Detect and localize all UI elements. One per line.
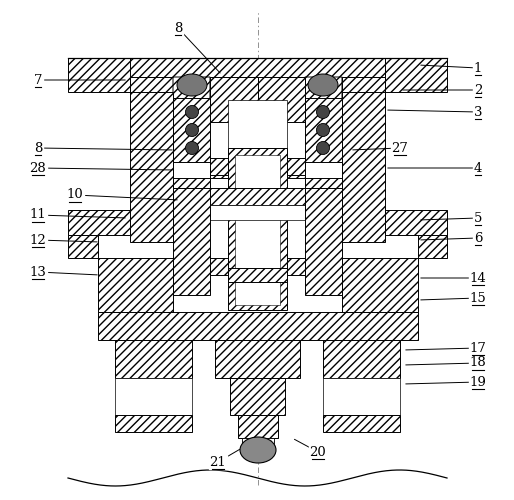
Ellipse shape	[317, 142, 329, 154]
Polygon shape	[323, 415, 400, 432]
Text: 5: 5	[474, 212, 482, 224]
Text: 20: 20	[309, 446, 326, 458]
Ellipse shape	[317, 124, 329, 136]
Ellipse shape	[186, 142, 198, 154]
Ellipse shape	[186, 124, 198, 136]
Polygon shape	[210, 77, 258, 122]
Polygon shape	[88, 58, 425, 77]
Text: 28: 28	[30, 162, 46, 174]
Polygon shape	[418, 235, 447, 258]
Polygon shape	[305, 162, 342, 178]
Polygon shape	[342, 258, 418, 312]
Polygon shape	[173, 98, 210, 188]
Polygon shape	[210, 258, 228, 275]
Text: 6: 6	[474, 232, 482, 244]
Polygon shape	[238, 415, 278, 438]
Text: 18: 18	[470, 356, 486, 370]
Text: 8: 8	[34, 142, 42, 154]
Polygon shape	[305, 188, 342, 295]
Polygon shape	[235, 155, 280, 305]
Polygon shape	[385, 58, 447, 92]
Polygon shape	[68, 235, 98, 258]
Text: 19: 19	[470, 376, 486, 388]
Polygon shape	[115, 415, 192, 432]
Ellipse shape	[317, 106, 329, 118]
Polygon shape	[242, 438, 274, 450]
Polygon shape	[215, 340, 300, 378]
Polygon shape	[210, 162, 228, 178]
Text: 27: 27	[392, 142, 409, 154]
Polygon shape	[323, 340, 400, 378]
Text: 2: 2	[474, 84, 482, 96]
Polygon shape	[258, 77, 305, 122]
Text: 8: 8	[174, 22, 182, 35]
Text: 13: 13	[30, 266, 46, 278]
Polygon shape	[323, 378, 400, 415]
Polygon shape	[98, 312, 418, 340]
Ellipse shape	[186, 106, 198, 118]
Polygon shape	[342, 77, 385, 108]
Polygon shape	[230, 378, 285, 415]
Text: 21: 21	[210, 456, 226, 468]
Polygon shape	[228, 268, 287, 282]
Polygon shape	[173, 188, 342, 205]
Polygon shape	[287, 162, 305, 178]
Polygon shape	[210, 158, 228, 175]
Polygon shape	[228, 148, 287, 310]
Polygon shape	[173, 77, 210, 120]
Text: 3: 3	[474, 106, 482, 118]
Polygon shape	[342, 92, 385, 242]
Text: 1: 1	[474, 62, 482, 74]
Polygon shape	[228, 100, 287, 148]
Polygon shape	[287, 158, 305, 175]
Polygon shape	[68, 210, 130, 235]
Text: 15: 15	[470, 292, 486, 304]
Text: 7: 7	[34, 74, 42, 86]
Polygon shape	[98, 258, 173, 312]
Polygon shape	[130, 92, 173, 242]
Text: 12: 12	[30, 234, 46, 246]
Ellipse shape	[240, 437, 276, 463]
Polygon shape	[68, 58, 130, 92]
Polygon shape	[305, 77, 342, 120]
Text: 11: 11	[30, 208, 46, 222]
Polygon shape	[385, 210, 447, 235]
Text: 17: 17	[470, 342, 486, 354]
Ellipse shape	[308, 74, 338, 96]
Polygon shape	[130, 77, 173, 108]
Polygon shape	[180, 205, 335, 220]
Polygon shape	[173, 162, 210, 178]
Text: 4: 4	[474, 162, 482, 174]
Polygon shape	[115, 340, 192, 378]
Text: 10: 10	[67, 188, 83, 202]
Polygon shape	[173, 188, 210, 295]
Ellipse shape	[177, 74, 207, 96]
Polygon shape	[305, 98, 342, 188]
Polygon shape	[115, 378, 192, 415]
Text: 14: 14	[470, 272, 486, 284]
Polygon shape	[287, 258, 305, 275]
